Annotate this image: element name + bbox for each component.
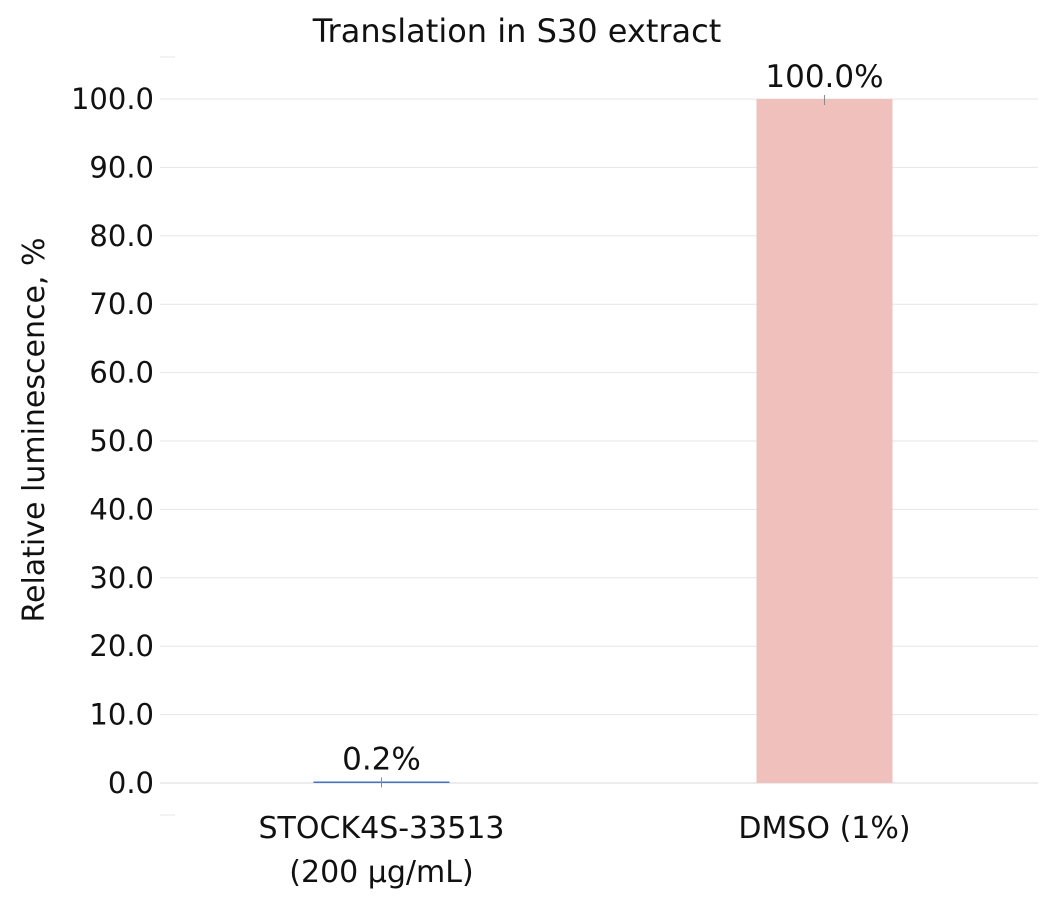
y-tick-label: 50.0 bbox=[89, 424, 154, 458]
y-tick-label: 40.0 bbox=[89, 492, 154, 526]
x-category-label: (200 µg/mL) bbox=[289, 855, 473, 890]
bars bbox=[313, 95, 893, 788]
y-axis-title: Relative luminescence, % bbox=[17, 237, 52, 622]
y-axis-ticks: 0.0 10.0 20.0 30.0 40.0 50.0 60.0 70.0 80.0 90.0 1… bbox=[71, 82, 154, 800]
y-tick-label: 10.0 bbox=[89, 698, 154, 732]
y-tick-label: 90.0 bbox=[89, 150, 154, 184]
y-tick-label: 60.0 bbox=[89, 356, 154, 390]
data-labels: 0.2% 100.0% bbox=[342, 59, 883, 778]
chart-title: Translation in S30 extract bbox=[312, 12, 722, 50]
bar bbox=[756, 99, 893, 783]
y-tick-label: 0.0 bbox=[108, 766, 154, 800]
y-tick-label: 30.0 bbox=[89, 561, 154, 595]
gridlines bbox=[160, 56, 1038, 816]
data-label: 0.2% bbox=[342, 742, 421, 778]
x-category-label: STOCK4S-33513 bbox=[259, 811, 505, 846]
x-axis-categories: STOCK4S-33513 (200 µg/mL) DMSO (1%) bbox=[259, 811, 911, 890]
data-label: 100.0% bbox=[765, 59, 883, 95]
y-tick-label: 70.0 bbox=[89, 287, 154, 321]
y-tick-label: 20.0 bbox=[89, 629, 154, 663]
x-category-label: DMSO (1%) bbox=[738, 811, 910, 846]
y-tick-label: 100.0 bbox=[71, 82, 154, 116]
y-tick-label: 80.0 bbox=[89, 219, 154, 253]
